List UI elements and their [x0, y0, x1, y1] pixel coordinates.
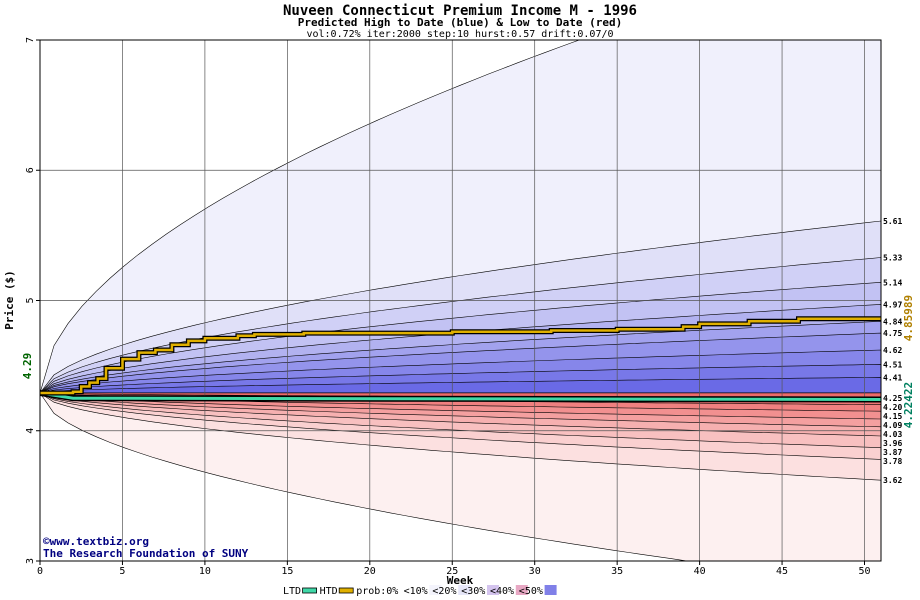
band-end-label-4-62: 4.62 — [883, 346, 902, 355]
htd-end-value: 4.85989 — [902, 295, 915, 341]
chart-subtitle: Predicted High to Date (blue) & Low to D… — [298, 16, 623, 29]
y-tick-label-7: 7 — [25, 37, 36, 43]
band-end-label-3-87: 3.87 — [883, 448, 902, 457]
y-tick-label-6: 6 — [25, 167, 36, 173]
y-axis-label: Price ($) — [3, 270, 16, 330]
band-end-label-4-75: 4.75 — [883, 329, 902, 338]
band-end-label-4-25: 4.25 — [883, 394, 902, 403]
x-tick-label-45: 45 — [776, 566, 788, 577]
legend-label-2: prob:0% — [356, 586, 398, 597]
band-end-label-5-14: 5.14 — [883, 278, 902, 287]
y-tick-label-3: 3 — [25, 558, 36, 564]
credit-url: ©www.textbiz.org — [43, 535, 149, 548]
legend-swatch-3 — [429, 585, 442, 595]
band-end-labels: 5.61 5.33 5.14 4.97 4.84 4.75 4.62 4.51 4.41 4.25… — [883, 217, 902, 485]
x-tick-label-35: 35 — [611, 566, 623, 577]
legend-label-0: LTD — [283, 586, 301, 597]
legend-label-5: <30% — [461, 586, 485, 597]
ltd-end-value: 4.22422 — [902, 382, 915, 428]
credit-org: The Research Foundation of SUNY — [43, 547, 249, 560]
x-tick-label-40: 40 — [694, 566, 706, 577]
legend-label-7: <50% — [519, 586, 543, 597]
legend-label-1: HTD — [320, 586, 338, 597]
band-end-label-5-61: 5.61 — [883, 217, 902, 226]
chart-params: vol:0.72% iter:2000 step:10 hurst:0.57 d… — [306, 29, 613, 40]
band-end-label-4-51: 4.51 — [883, 360, 902, 369]
y-axis-ticks: 3 4 5 6 7 — [25, 37, 40, 564]
legend-swatch-4 — [458, 585, 471, 595]
legend-label-6: <40% — [490, 586, 514, 597]
band-end-label-3-62: 3.62 — [883, 476, 902, 485]
band-end-label-4-03: 4.03 — [883, 430, 902, 439]
upper-band-9 — [40, 376, 881, 394]
legend: LTD HTD prob:0% <10% <20% <30% <40% <50% — [283, 585, 557, 597]
chart-title: Nuveen Connecticut Premium Income M - 19… — [283, 3, 637, 19]
band-end-label-4-41: 4.41 — [883, 373, 902, 382]
start-price-label: 4.29 — [21, 353, 34, 380]
legend-swatch-5 — [487, 585, 499, 595]
band-end-label-5-33: 5.33 — [883, 254, 902, 263]
legend-swatch-2 — [400, 585, 413, 595]
htd-line — [40, 317, 881, 395]
x-tick-label-0: 0 — [37, 566, 43, 577]
band-end-label-4-20: 4.20 — [883, 403, 902, 412]
band-end-label-4-09: 4.09 — [883, 421, 902, 430]
x-tick-label-30: 30 — [529, 566, 541, 577]
y-tick-label-4: 4 — [25, 428, 36, 434]
legend-swatch-6 — [515, 585, 528, 595]
probability-bands — [40, 40, 881, 561]
band-end-label-4-84: 4.84 — [883, 317, 902, 326]
x-tick-label-15: 15 — [281, 566, 293, 577]
legend-line-0 — [302, 587, 318, 594]
x-tick-label-20: 20 — [364, 566, 376, 577]
x-tick-label-10: 10 — [199, 566, 211, 577]
legend-line-1 — [338, 587, 354, 594]
legend-label-3: <10% — [404, 586, 428, 597]
band-end-label-4-97: 4.97 — [883, 300, 902, 309]
x-tick-label-5: 5 — [119, 566, 125, 577]
x-tick-label-25: 25 — [446, 566, 458, 577]
band-end-label-3-78: 3.78 — [883, 457, 902, 466]
x-axis-ticks: 0 5 10 15 20 25 30 35 40 45 50 — [37, 561, 871, 577]
band-end-label-4-15: 4.15 — [883, 412, 902, 421]
x-tick-label-50: 50 — [858, 566, 870, 577]
legend-label-4: <20% — [432, 586, 456, 597]
price-lines — [40, 316, 881, 403]
x-axis-label: Week — [447, 574, 474, 587]
band-end-label-3-96: 3.96 — [883, 439, 902, 448]
legend-swatch-7 — [544, 585, 557, 595]
y-tick-label-5: 5 — [25, 297, 36, 303]
